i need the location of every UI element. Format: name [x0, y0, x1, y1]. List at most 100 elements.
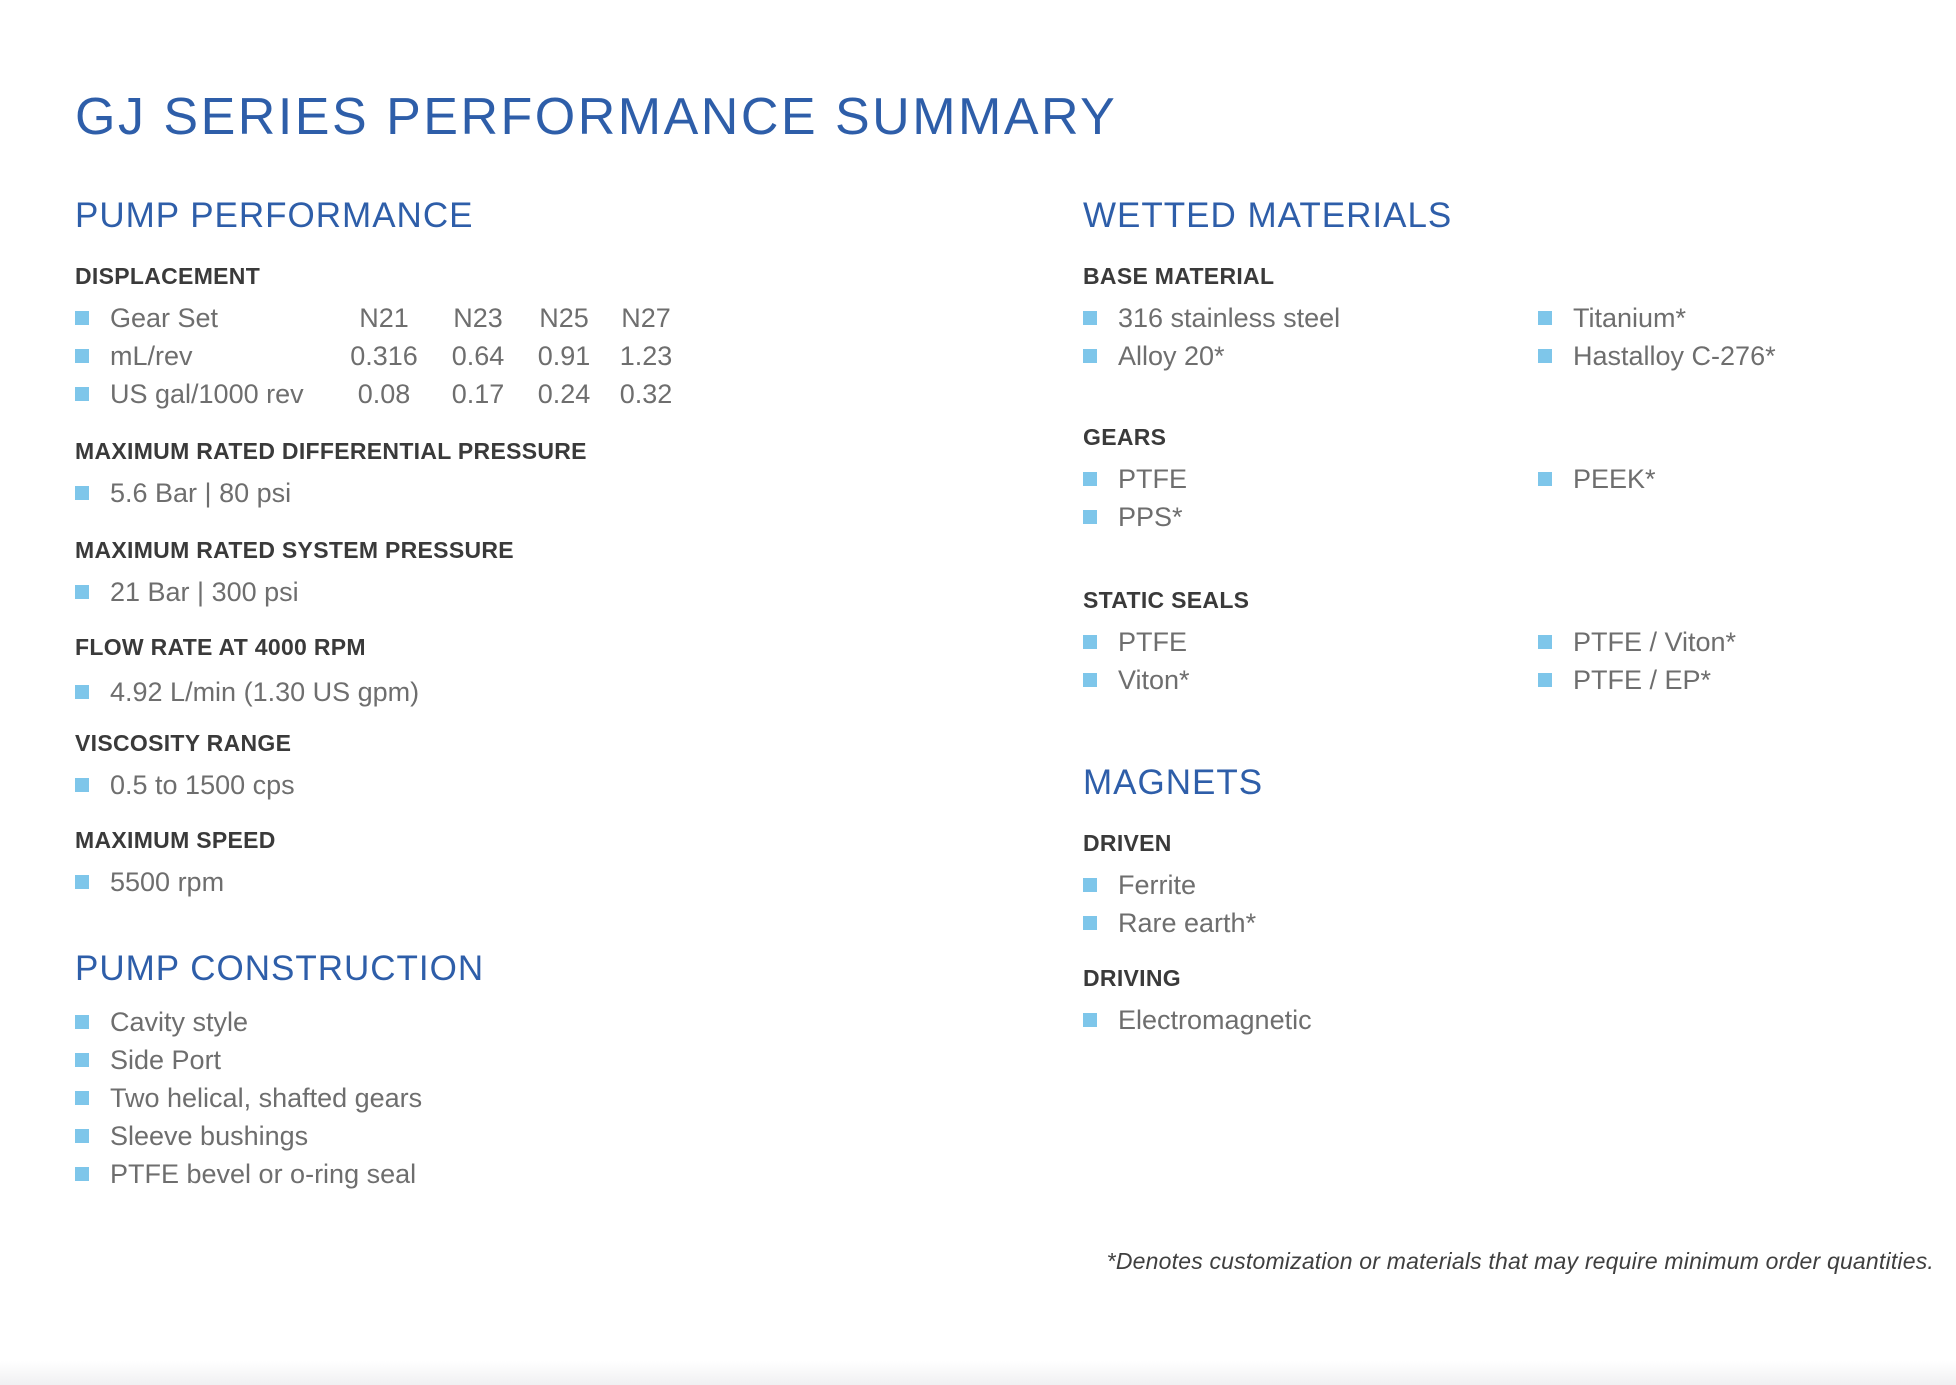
- material-group: PTFE Viton* PTFE / Viton* PTFE / EP*: [1083, 623, 1945, 699]
- list-item-label: Electromagnetic: [1118, 1004, 1312, 1035]
- list-item-label: PTFE: [1118, 463, 1188, 494]
- cell-value: N21: [359, 302, 409, 333]
- list-item: Cavity style: [75, 1003, 1025, 1041]
- cell-value: 1.23: [619, 340, 673, 371]
- displacement-table: Gear Set N21 N23 N25 N27 mL/rev 0.316 0.…: [75, 299, 1025, 413]
- list-item: Electromagnetic: [1083, 1001, 1945, 1039]
- page-bottom-edge: [0, 1361, 1956, 1385]
- spec-value: 0.5 to 1500 cps: [110, 769, 295, 800]
- page-title: GJ SERIES PERFORMANCE SUMMARY: [75, 88, 1118, 146]
- material-subcolumn: Titanium* Hastalloy C-276*: [1538, 299, 1945, 375]
- spec-value: 21 Bar | 300 psi: [110, 576, 299, 607]
- bullet-square-icon: [75, 1052, 89, 1067]
- list-item: PTFE: [1083, 623, 1538, 661]
- bullet-square-icon: [1538, 634, 1552, 649]
- spec-label-viscosity-range: VISCOSITY RANGE: [75, 730, 292, 756]
- list-item: Viton*: [1083, 661, 1538, 699]
- section-heading-pump-performance: PUMP PERFORMANCE: [75, 196, 474, 235]
- cell-value: 0.64: [451, 340, 505, 371]
- cell-value: 0.17: [451, 378, 505, 409]
- bullet-square-icon: [1083, 471, 1097, 486]
- row-label: mL/rev: [110, 340, 193, 371]
- spec-value: 5.6 Bar | 80 psi: [110, 477, 292, 508]
- material-subcolumn: PTFE / Viton* PTFE / EP*: [1538, 623, 1945, 699]
- list-item-label: Hastalloy C-276*: [1573, 340, 1776, 371]
- list-item: Alloy 20*: [1083, 337, 1538, 375]
- list-item: PTFE bevel or o-ring seal: [75, 1155, 1025, 1193]
- list-item-label: PEEK*: [1573, 463, 1656, 494]
- list-item-label: Titanium*: [1573, 302, 1687, 333]
- bullet-cell: [75, 337, 110, 375]
- spec-label-maximum-speed: MAXIMUM SPEED: [75, 827, 276, 853]
- bullet-square-icon: [75, 777, 89, 792]
- cell-value: N27: [621, 302, 671, 333]
- list-item: Side Port: [75, 1041, 1025, 1079]
- list-item-label: Sleeve bushings: [110, 1120, 309, 1151]
- cell-value: N23: [453, 302, 503, 333]
- bullet-square-icon: [75, 310, 89, 325]
- spec-label-max-differential-pressure: MAXIMUM RATED DIFFERENTIAL PRESSURE: [75, 438, 587, 464]
- left-column: PUMP PERFORMANCE DISPLACEMENT Gear Set N…: [75, 196, 1025, 1193]
- row-label: Gear Set: [110, 302, 219, 333]
- list-item: Two helical, shafted gears: [75, 1079, 1025, 1117]
- spec-label-gears: GEARS: [1083, 424, 1167, 450]
- spec-label-driven: DRIVEN: [1083, 830, 1172, 856]
- material-subcolumn: PTFE PPS*: [1083, 460, 1538, 536]
- bullet-square-icon: [1083, 1012, 1097, 1027]
- list-item: PEEK*: [1538, 460, 1945, 498]
- list-item: 5500 rpm: [75, 863, 1025, 901]
- list-item: Sleeve bushings: [75, 1117, 1025, 1155]
- list-item: Ferrite: [1083, 866, 1945, 904]
- spec-label-max-system-pressure: MAXIMUM RATED SYSTEM PRESSURE: [75, 537, 514, 563]
- spec-label-driving: DRIVING: [1083, 965, 1181, 991]
- list-item: 5.6 Bar | 80 psi: [75, 474, 1025, 512]
- cell-value: 0.316: [350, 340, 418, 371]
- row-label: US gal/1000 rev: [110, 378, 304, 409]
- list-item-label: Rare earth*: [1118, 907, 1257, 938]
- bullet-square-icon: [1083, 915, 1097, 930]
- bullet-cell: [75, 299, 110, 337]
- section-heading-pump-construction: PUMP CONSTRUCTION: [75, 949, 485, 988]
- list-item: PPS*: [1083, 498, 1538, 536]
- bullet-cell: [75, 375, 110, 413]
- bullet-square-icon: [1083, 310, 1097, 325]
- bullet-square-icon: [75, 584, 89, 599]
- material-subcolumn: PTFE Viton*: [1083, 623, 1538, 699]
- footnote: *Denotes customization or materials that…: [1106, 1248, 1934, 1274]
- list-item-label: Two helical, shafted gears: [110, 1082, 423, 1113]
- list-item: Rare earth*: [1083, 904, 1945, 942]
- spec-label-static-seals: STATIC SEALS: [1083, 587, 1250, 613]
- section-heading-magnets: MAGNETS: [1083, 763, 1264, 802]
- material-group: 316 stainless steel Alloy 20* Titanium* …: [1083, 299, 1945, 375]
- spec-value: 5500 rpm: [110, 866, 225, 897]
- material-subcolumn: PEEK*: [1538, 460, 1945, 536]
- cell-value: 0.91: [537, 340, 591, 371]
- list-item-label: 316 stainless steel: [1118, 302, 1341, 333]
- list-item: PTFE / Viton*: [1538, 623, 1945, 661]
- list-item: PTFE: [1083, 460, 1538, 498]
- list-item-label: Alloy 20*: [1118, 340, 1225, 371]
- bullet-square-icon: [75, 1090, 89, 1105]
- spec-label-base-material: BASE MATERIAL: [1083, 263, 1275, 289]
- material-group: PTFE PPS* PEEK*: [1083, 460, 1945, 536]
- material-subcolumn: 316 stainless steel Alloy 20*: [1083, 299, 1538, 375]
- list-item-label: Ferrite: [1118, 869, 1197, 900]
- list-item-label: PTFE: [1118, 626, 1188, 657]
- spec-label-displacement: DISPLACEMENT: [75, 263, 261, 289]
- cell-value: 0.32: [619, 378, 673, 409]
- list-item-label: PPS*: [1118, 501, 1183, 532]
- bullet-square-icon: [1083, 348, 1097, 363]
- spec-label-flow-rate: FLOW RATE AT 4000 RPM: [75, 634, 366, 660]
- list-item-label: Viton*: [1118, 664, 1190, 695]
- cell-value: N25: [539, 302, 589, 333]
- bullet-square-icon: [75, 1128, 89, 1143]
- list-item-label: PTFE bevel or o-ring seal: [110, 1158, 417, 1189]
- right-column: WETTED MATERIALS BASE MATERIAL 316 stain…: [1083, 196, 1945, 1039]
- list-item: Titanium*: [1538, 299, 1945, 337]
- bullet-square-icon: [75, 485, 89, 500]
- bullet-square-icon: [1538, 310, 1552, 325]
- bullet-square-icon: [75, 1166, 89, 1181]
- list-item: 0.5 to 1500 cps: [75, 766, 1025, 804]
- list-item-label: Side Port: [110, 1044, 222, 1075]
